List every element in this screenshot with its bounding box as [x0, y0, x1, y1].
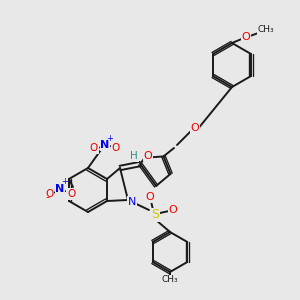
Text: O: O — [67, 189, 75, 199]
Text: N: N — [56, 184, 64, 194]
Text: O: O — [112, 143, 120, 153]
Text: N: N — [100, 140, 109, 150]
Text: O: O — [143, 151, 152, 161]
Text: O: O — [190, 123, 200, 133]
Text: -: - — [91, 145, 95, 155]
Text: O: O — [90, 143, 98, 153]
Text: O: O — [146, 192, 154, 202]
Text: O: O — [242, 32, 250, 42]
Text: -: - — [45, 192, 49, 202]
Text: +: + — [106, 134, 113, 143]
Text: S: S — [151, 208, 159, 221]
Text: O: O — [45, 189, 53, 199]
Text: +: + — [61, 177, 68, 186]
Text: CH₃: CH₃ — [162, 275, 178, 284]
Text: CH₃: CH₃ — [258, 26, 274, 34]
Text: H: H — [130, 151, 138, 161]
Text: N: N — [128, 197, 136, 207]
Text: O: O — [169, 205, 177, 215]
